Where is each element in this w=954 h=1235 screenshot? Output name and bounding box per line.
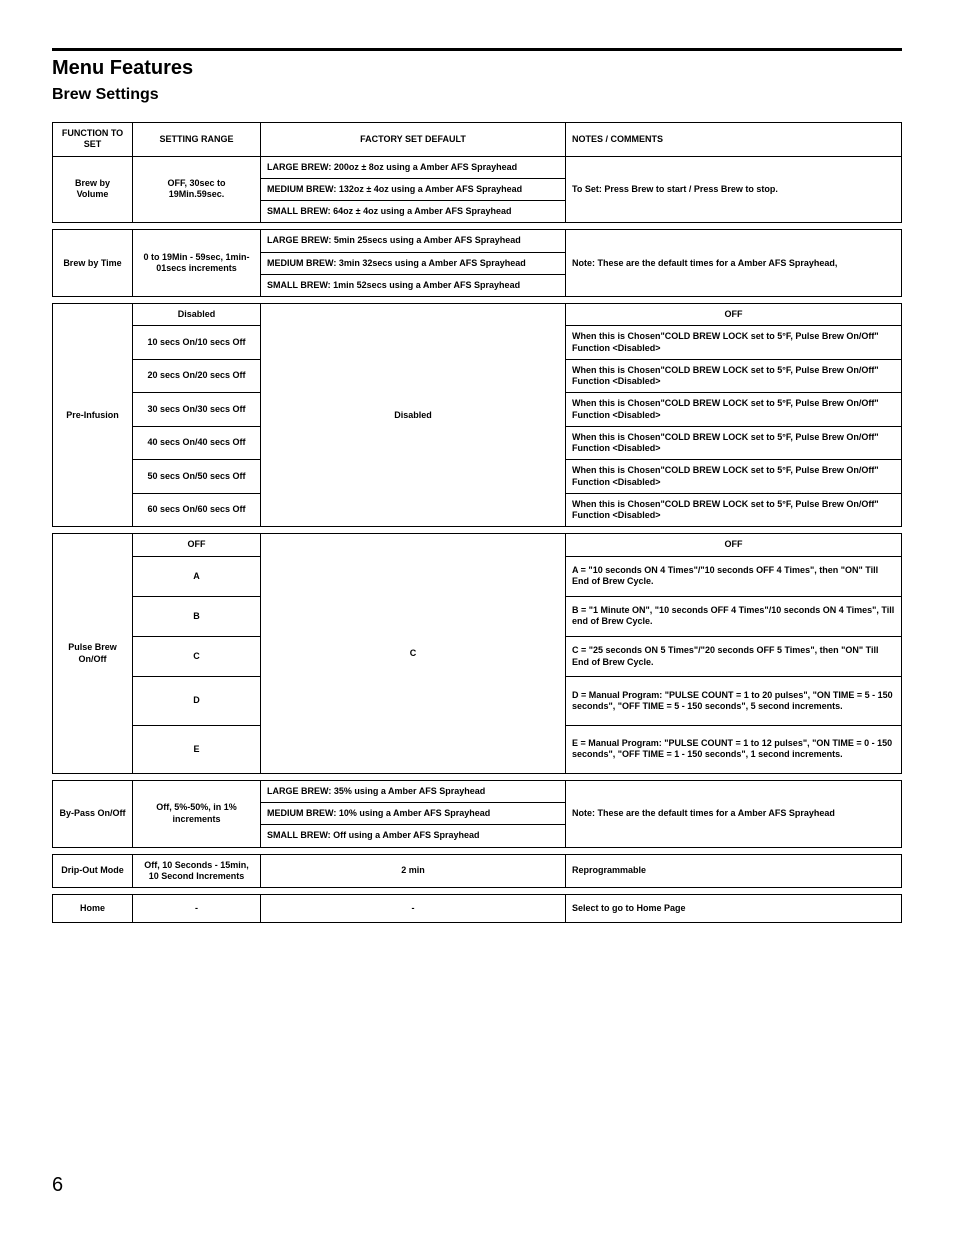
header-notes: NOTES / COMMENTS <box>566 123 902 157</box>
page-subtitle: Brew Settings <box>52 86 902 104</box>
settings-table: FUNCTION TO SET SETTING RANGE FACTORY SE… <box>52 122 902 923</box>
range-cell: Disabled <box>133 304 261 326</box>
function-bypass: By-Pass On/Off <box>53 780 133 847</box>
notes-cell: A = "10 seconds ON 4 Times"/"10 seconds … <box>566 556 902 596</box>
notes-cell: B = "1 Minute ON", "10 seconds OFF 4 Tim… <box>566 596 902 636</box>
notes-cell: E = Manual Program: "PULSE COUNT = 1 to … <box>566 725 902 773</box>
spacer-row <box>53 847 902 854</box>
range-cell: 30 secs On/30 secs Off <box>133 393 261 427</box>
default-cell: C <box>261 534 566 774</box>
table-row: Pre-Infusion Disabled Disabled OFF <box>53 304 902 326</box>
function-home: Home <box>53 895 133 923</box>
table-row: Brew by Time 0 to 19Min - 59sec, 1min-01… <box>53 230 902 252</box>
header-function: FUNCTION TO SET <box>53 123 133 157</box>
page-number: 6 <box>52 1174 63 1197</box>
table-header-row: FUNCTION TO SET SETTING RANGE FACTORY SE… <box>53 123 902 157</box>
range-cell: OFF, 30sec to 19Min.59sec. <box>133 156 261 223</box>
notes-cell: When this is Chosen"COLD BREW LOCK set t… <box>566 326 902 360</box>
default-cell: LARGE BREW: 35% using a Amber AFS Sprayh… <box>261 780 566 802</box>
default-cell: LARGE BREW: 5min 25secs using a Amber AF… <box>261 230 566 252</box>
default-cell: SMALL BREW: Off using a Amber AFS Sprayh… <box>261 825 566 847</box>
notes-cell: D = Manual Program: "PULSE COUNT = 1 to … <box>566 677 902 725</box>
notes-cell: When this is Chosen"COLD BREW LOCK set t… <box>566 493 902 527</box>
default-cell: 2 min <box>261 854 566 888</box>
range-cell: C <box>133 637 261 677</box>
notes-cell: To Set: Press Brew to start / Press Brew… <box>566 156 902 223</box>
notes-cell: Note: These are the default times for a … <box>566 780 902 847</box>
top-rule <box>52 48 902 51</box>
notes-cell: Select to go to Home Page <box>566 895 902 923</box>
range-cell: A <box>133 556 261 596</box>
function-brew-by-volume: Brew by Volume <box>53 156 133 223</box>
notes-cell: When this is Chosen"COLD BREW LOCK set t… <box>566 359 902 393</box>
table-row: By-Pass On/Off Off, 5%-50%, in 1% increm… <box>53 780 902 802</box>
spacer-row <box>53 297 902 304</box>
range-cell: 20 secs On/20 secs Off <box>133 359 261 393</box>
notes-cell: When this is Chosen"COLD BREW LOCK set t… <box>566 393 902 427</box>
default-cell: Disabled <box>261 304 566 527</box>
notes-cell: Note: These are the default times for a … <box>566 230 902 297</box>
notes-cell: OFF <box>566 534 902 556</box>
header-default: FACTORY SET DEFAULT <box>261 123 566 157</box>
default-cell: MEDIUM BREW: 10% using a Amber AFS Spray… <box>261 803 566 825</box>
range-cell: 40 secs On/40 secs Off <box>133 426 261 460</box>
range-cell: 50 secs On/50 secs Off <box>133 460 261 494</box>
range-cell: E <box>133 725 261 773</box>
spacer-row <box>53 223 902 230</box>
header-range: SETTING RANGE <box>133 123 261 157</box>
default-cell: MEDIUM BREW: 3min 32secs using a Amber A… <box>261 252 566 274</box>
spacer-row <box>53 773 902 780</box>
table-row: Drip-Out Mode Off, 10 Seconds - 15min, 1… <box>53 854 902 888</box>
function-drip-out: Drip-Out Mode <box>53 854 133 888</box>
spacer-row <box>53 888 902 895</box>
table-row: Home - - Select to go to Home Page <box>53 895 902 923</box>
default-cell: SMALL BREW: 1min 52secs using a Amber AF… <box>261 274 566 296</box>
default-cell: - <box>261 895 566 923</box>
range-cell: Off, 5%-50%, in 1% increments <box>133 780 261 847</box>
notes-cell: When this is Chosen"COLD BREW LOCK set t… <box>566 460 902 494</box>
range-cell: 60 secs On/60 secs Off <box>133 493 261 527</box>
range-cell: 0 to 19Min - 59sec, 1min-01secs incremen… <box>133 230 261 297</box>
function-pre-infusion: Pre-Infusion <box>53 304 133 527</box>
range-cell: 10 secs On/10 secs Off <box>133 326 261 360</box>
spacer-row <box>53 527 902 534</box>
range-cell: B <box>133 596 261 636</box>
default-cell: LARGE BREW: 200oz ± 8oz using a Amber AF… <box>261 156 566 178</box>
function-brew-by-time: Brew by Time <box>53 230 133 297</box>
range-cell: OFF <box>133 534 261 556</box>
range-cell: Off, 10 Seconds - 15min, 10 Second Incre… <box>133 854 261 888</box>
notes-cell: C = "25 seconds ON 5 Times"/"20 seconds … <box>566 637 902 677</box>
notes-cell: When this is Chosen"COLD BREW LOCK set t… <box>566 426 902 460</box>
range-cell: D <box>133 677 261 725</box>
function-pulse-brew: Pulse Brew On/Off <box>53 534 133 774</box>
table-row: Brew by Volume OFF, 30sec to 19Min.59sec… <box>53 156 902 178</box>
notes-cell: Reprogrammable <box>566 854 902 888</box>
table-row: Pulse Brew On/Off OFF C OFF <box>53 534 902 556</box>
notes-cell: OFF <box>566 304 902 326</box>
default-cell: SMALL BREW: 64oz ± 4oz using a Amber AFS… <box>261 201 566 223</box>
default-cell: MEDIUM BREW: 132oz ± 4oz using a Amber A… <box>261 178 566 200</box>
range-cell: - <box>133 895 261 923</box>
page-title: Menu Features <box>52 57 902 80</box>
